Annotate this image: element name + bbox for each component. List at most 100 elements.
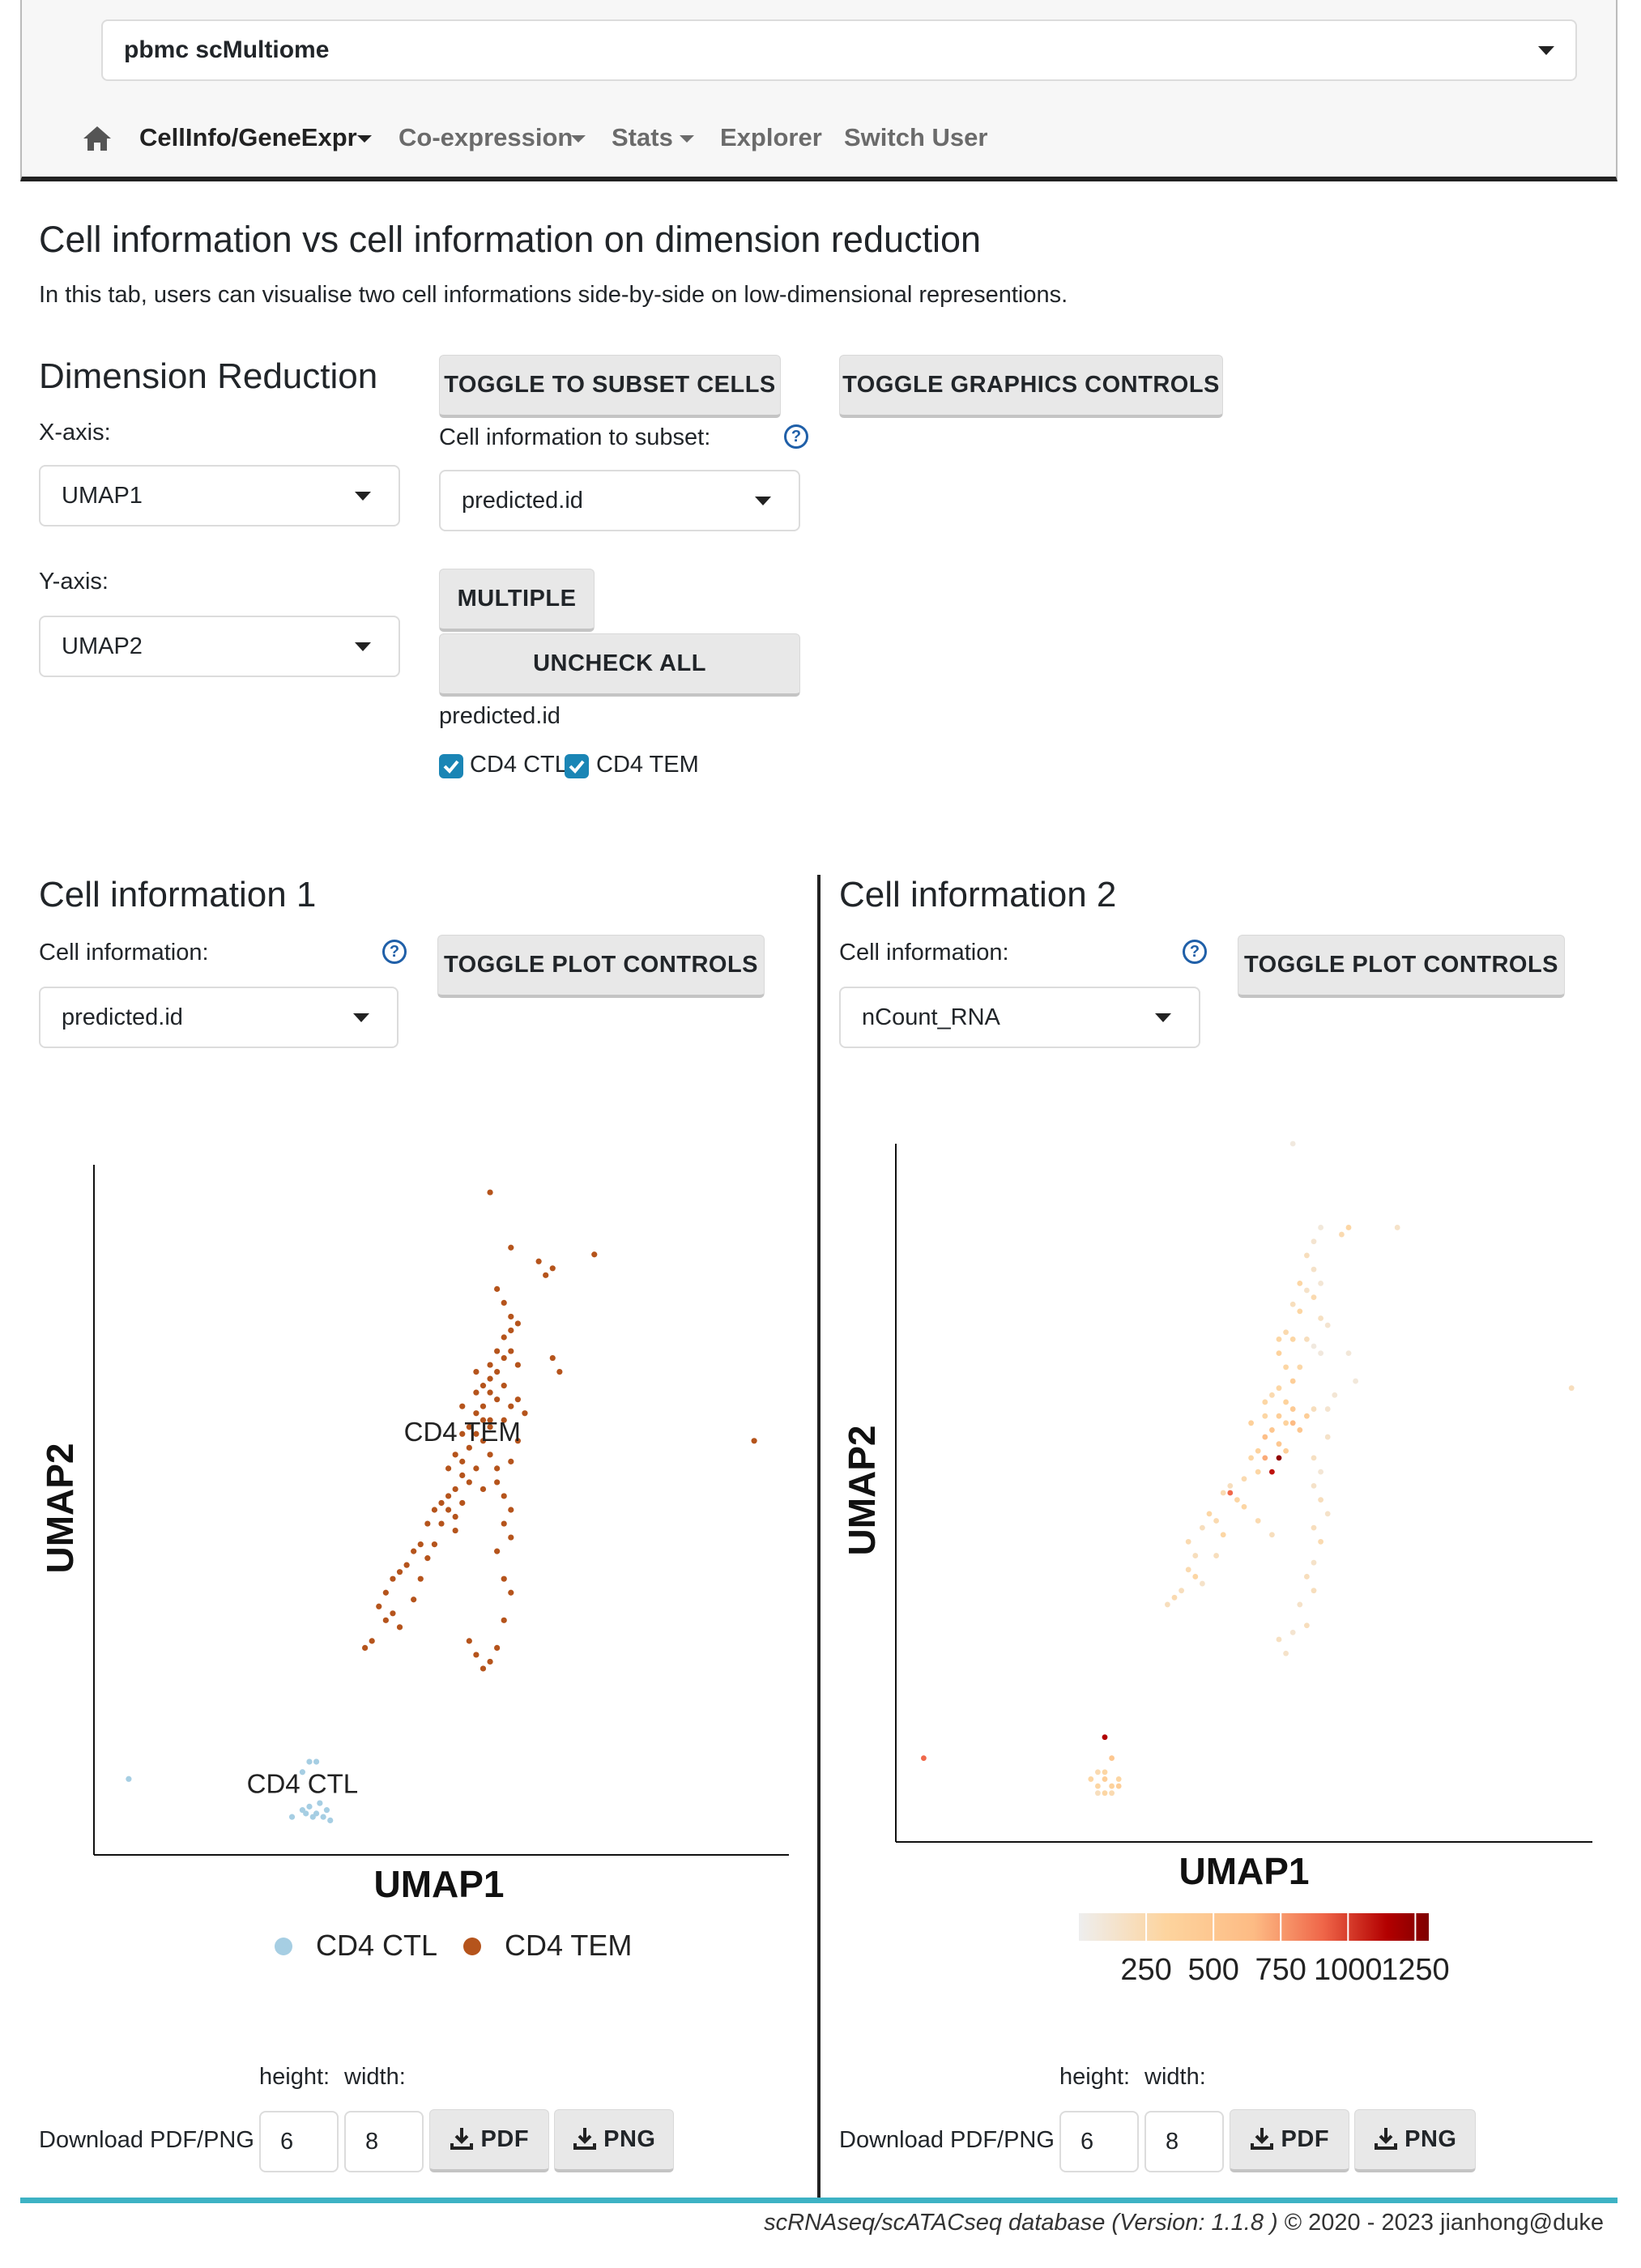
data-point bbox=[445, 1507, 452, 1513]
home-icon[interactable] bbox=[82, 125, 113, 152]
data-point bbox=[1568, 1385, 1575, 1392]
dataset-select[interactable]: pbmc scMultiome bbox=[101, 19, 1577, 81]
data-point bbox=[1220, 1532, 1226, 1538]
data-point bbox=[1318, 1538, 1323, 1545]
checkbox-label-cd4-tem: CD4 TEM bbox=[596, 752, 699, 778]
x-axis-title: UMAP1 bbox=[373, 1863, 504, 1905]
data-point bbox=[1304, 1574, 1310, 1580]
data-point bbox=[1297, 1364, 1303, 1371]
panel1-download-label: Download PDF/PNG bbox=[39, 2127, 254, 2153]
subset-select[interactable]: predicted.id bbox=[439, 470, 800, 531]
data-point bbox=[494, 1644, 501, 1651]
data-point bbox=[514, 1320, 521, 1327]
panel2-width-label: width: bbox=[1144, 2064, 1206, 2090]
data-point bbox=[1115, 1783, 1122, 1789]
nav-co-expression[interactable]: Co-expression bbox=[399, 123, 573, 152]
cluster-label-cd4-tem: CD4 TEM bbox=[404, 1417, 521, 1447]
dataset-select-value: pbmc scMultiome bbox=[124, 36, 330, 63]
nav-label: Switch User bbox=[844, 123, 988, 151]
y-axis-title: UMAP2 bbox=[841, 1425, 883, 1555]
multiple-button[interactable]: MULTIPLE bbox=[439, 569, 595, 632]
help-icon[interactable]: ? bbox=[1183, 940, 1207, 964]
panel2-download-png-button[interactable]: PNG bbox=[1354, 2109, 1476, 2172]
data-point bbox=[1283, 1447, 1289, 1454]
panel1-cellinfo-label: Cell information: bbox=[39, 940, 209, 966]
toggle-subset-cells-button[interactable]: TOGGLE TO SUBSET CELLS bbox=[439, 355, 781, 418]
data-point bbox=[508, 1327, 514, 1334]
panel1-download-pdf-button[interactable]: PDF bbox=[429, 2109, 549, 2172]
nav-stats[interactable]: Stats bbox=[612, 123, 673, 152]
checkbox-cd4-tem[interactable] bbox=[565, 754, 589, 778]
checkbox-label-cd4-ctl: CD4 CTL bbox=[470, 752, 568, 778]
top-bar: pbmc scMultiome CellInfo/GeneExpr Co-exp… bbox=[20, 0, 1618, 181]
data-point bbox=[1185, 1567, 1191, 1573]
data-point bbox=[396, 1569, 403, 1575]
panel1-download-png-button[interactable]: PNG bbox=[554, 2109, 674, 2172]
panel2-cellinfo-select[interactable]: nCount_RNA bbox=[839, 987, 1200, 1048]
panel1-points-layer bbox=[126, 1189, 757, 1823]
panel1-height-label: height: bbox=[259, 2064, 330, 2090]
data-point bbox=[1171, 1594, 1178, 1601]
data-point bbox=[1102, 1776, 1108, 1782]
data-point bbox=[1345, 1350, 1352, 1356]
data-point bbox=[522, 1410, 528, 1417]
data-point bbox=[501, 1383, 507, 1389]
toggle-graphics-controls-button[interactable]: TOGGLE GRAPHICS CONTROLS bbox=[839, 355, 1223, 418]
data-point bbox=[382, 1617, 389, 1623]
data-point bbox=[494, 1348, 501, 1354]
panel1-toggle-plot-controls-button[interactable]: TOGGLE PLOT CONTROLS bbox=[437, 935, 765, 998]
footer-divider bbox=[20, 2198, 1618, 2203]
data-point bbox=[452, 1486, 458, 1493]
data-point bbox=[1318, 1469, 1323, 1475]
panel1-cellinfo-select[interactable]: predicted.id bbox=[39, 987, 399, 1048]
data-point bbox=[362, 1644, 369, 1651]
data-point bbox=[1276, 1385, 1282, 1392]
data-point bbox=[459, 1430, 466, 1437]
data-point bbox=[1102, 1734, 1108, 1741]
data-point bbox=[1345, 1225, 1352, 1230]
help-icon[interactable]: ? bbox=[784, 424, 808, 449]
panel2-toggle-plot-controls-button[interactable]: TOGGLE PLOT CONTROLS bbox=[1238, 935, 1565, 998]
checkbox-cd4-ctl[interactable] bbox=[439, 754, 463, 778]
data-point bbox=[306, 1803, 313, 1810]
panel1-width-input[interactable]: 8 bbox=[344, 2111, 424, 2172]
chevron-down-icon bbox=[1538, 46, 1554, 55]
data-point bbox=[390, 1610, 396, 1617]
panel1-height-input[interactable]: 6 bbox=[259, 2111, 339, 2172]
data-point bbox=[327, 1817, 334, 1823]
chevron-down-icon bbox=[680, 135, 694, 143]
help-icon[interactable]: ? bbox=[382, 940, 407, 964]
data-point bbox=[424, 1555, 431, 1562]
panel2-width-input[interactable]: 8 bbox=[1144, 2111, 1224, 2172]
colorbar-tick-label: 1000 bbox=[1314, 1953, 1383, 1987]
data-point bbox=[1088, 1776, 1094, 1782]
y-axis-select[interactable]: UMAP2 bbox=[39, 616, 400, 677]
footer-copyright: © 2020 - 2023 jianhong@duke bbox=[1284, 2210, 1604, 2236]
data-point bbox=[508, 1403, 514, 1409]
data-point bbox=[445, 1465, 452, 1472]
data-point bbox=[1318, 1315, 1323, 1321]
panel2-height-input[interactable]: 6 bbox=[1059, 2111, 1139, 2172]
nav-switch-user[interactable]: Switch User bbox=[844, 123, 987, 152]
data-point bbox=[514, 1362, 521, 1368]
data-point bbox=[1109, 1783, 1115, 1789]
subset-group-label: predicted.id bbox=[439, 703, 560, 729]
nav-explorer[interactable]: Explorer bbox=[720, 123, 822, 152]
data-point bbox=[1318, 1497, 1323, 1503]
nav-cellinfo-geneexpr[interactable]: CellInfo/GeneExpr bbox=[139, 123, 357, 152]
data-point bbox=[514, 1396, 521, 1403]
data-point bbox=[473, 1389, 480, 1396]
data-point bbox=[1283, 1420, 1289, 1426]
x-axis-select[interactable]: UMAP1 bbox=[39, 465, 400, 526]
data-point bbox=[1283, 1399, 1289, 1405]
data-point bbox=[313, 1759, 320, 1765]
data-point bbox=[1248, 1420, 1254, 1426]
data-point bbox=[1297, 1427, 1303, 1433]
data-point bbox=[1269, 1469, 1275, 1475]
data-point bbox=[1262, 1413, 1268, 1419]
data-point bbox=[466, 1638, 472, 1644]
panel1-heading: Cell information 1 bbox=[39, 875, 317, 914]
uncheck-all-button[interactable]: UNCHECK ALL bbox=[439, 633, 800, 697]
panel2-download-pdf-button[interactable]: PDF bbox=[1230, 2109, 1349, 2172]
data-point bbox=[452, 1513, 458, 1520]
